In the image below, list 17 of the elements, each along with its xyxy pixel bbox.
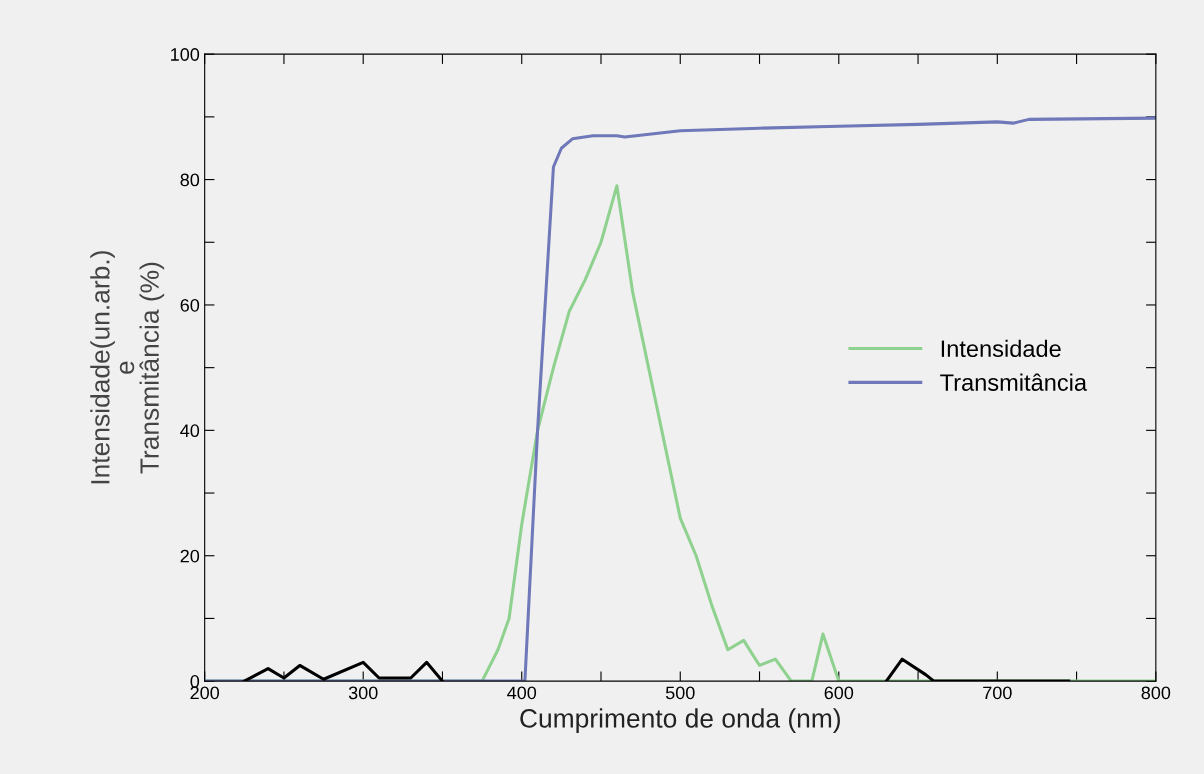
y-axis-title: Intensidade(un.arb.) e Transmitância (%) [90, 251, 165, 484]
y-tick-label: 60 [180, 298, 200, 312]
x-tick-label: 400 [507, 686, 537, 700]
y-tick-label: 0 [190, 675, 200, 688]
legend-label: Transmitância [940, 373, 1088, 391]
y-tick-label: 20 [180, 549, 200, 563]
legend-label: Intensidade [941, 339, 1061, 358]
x-tick-label: 500 [665, 686, 695, 700]
x-tick-label: 200 [190, 686, 220, 700]
x-tick-label: 300 [348, 686, 378, 700]
y-tick-label: 40 [180, 424, 200, 438]
y-tick-label: 100 [171, 48, 200, 61]
x-tick-label: 600 [824, 686, 854, 700]
x-tick-label: 700 [983, 686, 1012, 700]
x-axis-title: Cumprimento de onda (nm) [520, 708, 840, 733]
x-tick-label: 800 [1141, 686, 1171, 700]
y-tick-label: 80 [180, 173, 200, 187]
